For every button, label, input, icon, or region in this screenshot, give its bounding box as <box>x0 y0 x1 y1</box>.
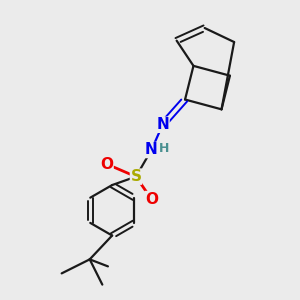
Text: S: S <box>130 169 142 184</box>
Text: O: O <box>100 157 113 172</box>
Text: O: O <box>145 192 158 207</box>
Text: N: N <box>156 117 169 132</box>
Text: N: N <box>145 142 158 158</box>
Text: H: H <box>159 142 169 155</box>
